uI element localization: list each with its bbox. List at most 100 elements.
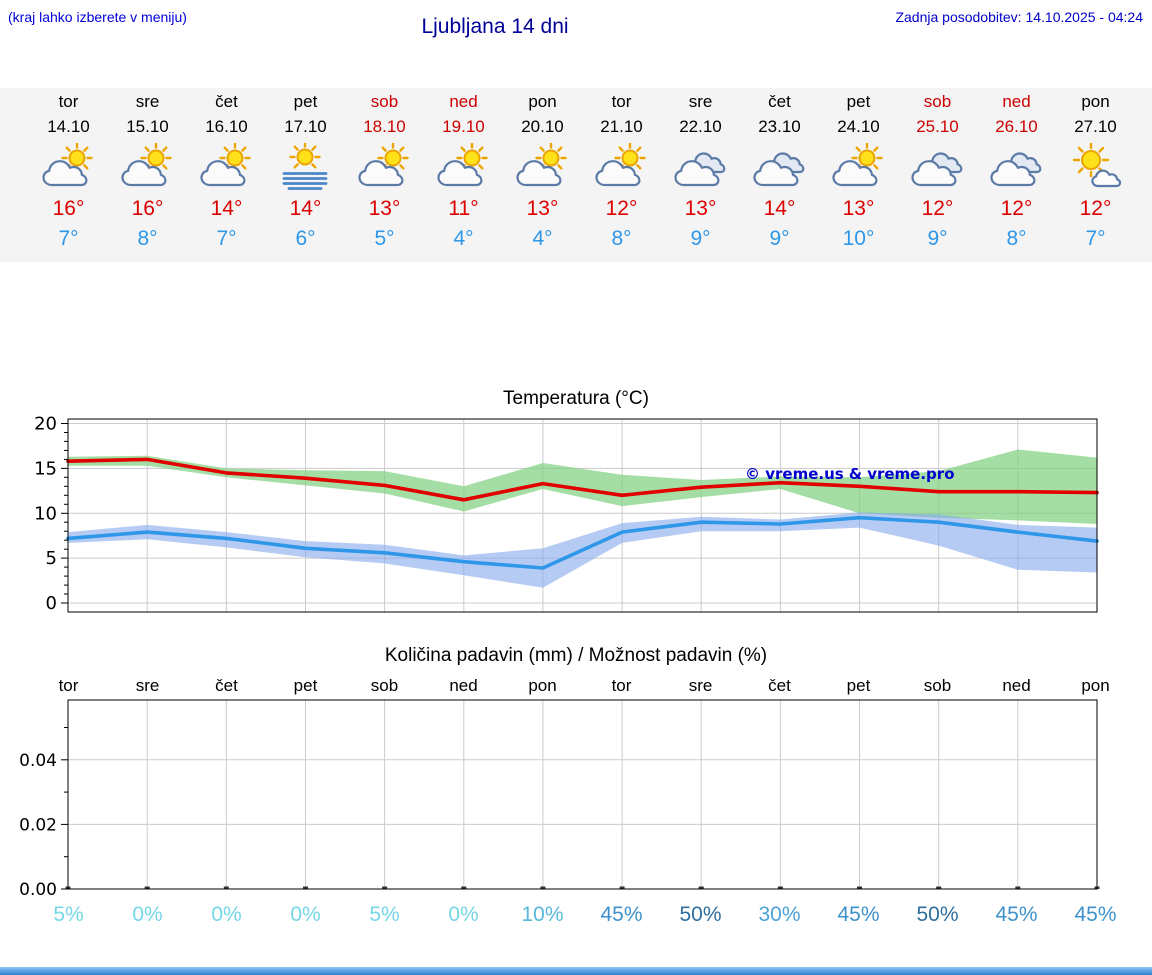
precip-y-tick-label: 0.04 (19, 751, 57, 771)
day-name: sre (135, 92, 160, 111)
day-low-temp: 7° (1085, 227, 1106, 250)
day-high-temp: 16° (52, 197, 85, 220)
day-high-temp: 12° (605, 197, 638, 220)
forecast-day[interactable]: pet 17.10 14° 6° (266, 88, 345, 262)
temperature-chart: 0 5 10 15 20 © vreme.us & vreme.pro (0, 414, 1152, 626)
precip-day-label: pon (528, 676, 557, 695)
forecast-day[interactable]: sob 18.10 13° 5° (345, 88, 424, 262)
forecast-day[interactable]: pet 24.10 13° 10° (819, 88, 898, 262)
forecast-day[interactable]: pon 27.10 12° 7° (1056, 88, 1135, 262)
partly-cloudy-icon (356, 142, 414, 191)
day-name: pet (293, 92, 318, 111)
day-date: 25.10 (916, 117, 959, 136)
forecast-day[interactable]: čet 16.10 14° 7° (187, 88, 266, 262)
partly-cloudy-icon (593, 142, 651, 191)
precipitation-chart-title: Količina padavin (mm) / Možnost padavin … (384, 645, 768, 666)
precip-percent-label: 0% (132, 903, 163, 926)
partly-cloudy-icon (830, 142, 888, 191)
temperature-plot: 0 5 10 15 20 © vreme.us & vreme.pro (34, 414, 1099, 614)
day-name: čet (768, 92, 791, 111)
last-update-text: Zadnja posodobitev: 14.10.2025 - 04:24 (895, 9, 1143, 25)
temp-y-tick-label: 10 (34, 503, 57, 524)
day-high-temp: 13° (684, 197, 717, 220)
day-name: čet (215, 92, 238, 111)
day-low-temp: 8° (137, 227, 158, 250)
day-name: sob (923, 92, 952, 111)
day-high-temp: 12° (921, 197, 954, 220)
day-name: sre (688, 92, 713, 111)
day-date: 26.10 (995, 117, 1038, 136)
day-low-temp: 8° (611, 227, 632, 250)
temp-y-tick-label: 0 (46, 593, 57, 614)
min-temperature-line (66, 515, 1099, 570)
forecast-day[interactable]: ned 26.10 12° 8° (977, 88, 1056, 262)
day-low-temp: 4° (453, 227, 474, 250)
precip-percent-label: 45% (600, 903, 643, 926)
cloudy-icon (751, 143, 809, 191)
fog-icon (277, 142, 335, 191)
day-date: 16.10 (205, 117, 248, 136)
precip-day-label: tor (58, 676, 79, 695)
precip-zero-mark (777, 886, 783, 889)
temp-y-tick-label: 20 (34, 415, 57, 435)
partly-cloudy-icon (198, 142, 256, 191)
forecast-day[interactable]: sre 22.10 13° 9° (661, 88, 740, 262)
precip-day-label: čet (215, 676, 238, 695)
precip-percent-label: 5% (53, 903, 84, 926)
forecast-day[interactable]: pon 20.10 13° 4° (503, 88, 582, 262)
precip-day-label: sre (688, 676, 713, 695)
precip-day-label: pet (846, 676, 871, 695)
day-date: 19.10 (442, 117, 485, 136)
precip-day-label: pet (293, 676, 318, 695)
precip-percent-label: 0% (448, 903, 479, 926)
day-low-temp: 6° (295, 227, 316, 250)
forecast-day[interactable]: sre 15.10 16° 8° (108, 88, 187, 262)
day-low-temp: 10° (842, 227, 875, 250)
forecast-strip: tor 14.10 16° 7° sre 15.10 16° 8° čet 16… (0, 88, 1152, 262)
day-date: 22.10 (679, 117, 722, 136)
mostly-sunny-icon (1067, 142, 1125, 191)
day-name: pet (846, 92, 871, 111)
precip-y-tick-label: 0.00 (19, 880, 57, 900)
forecast-day[interactable]: tor 14.10 16° 7° (29, 88, 108, 262)
precip-zero-mark (382, 886, 388, 889)
precip-day-labels: tor sre čet pet sob ned pon tor sre čet pet sob ned p… (0, 676, 1152, 696)
forecast-day[interactable]: ned 19.10 11° 4° (424, 88, 503, 262)
day-high-temp: 13° (368, 197, 401, 220)
day-date: 23.10 (758, 117, 801, 136)
day-high-temp: 14° (210, 197, 243, 220)
day-high-temp: 11° (448, 197, 479, 220)
day-high-temp: 13° (526, 197, 559, 220)
precip-percent-label: 45% (1074, 903, 1117, 926)
forecast-day[interactable]: sob 25.10 12° 9° (898, 88, 977, 262)
day-date: 21.10 (600, 117, 643, 136)
precip-zero-mark (540, 886, 546, 889)
day-low-temp: 5° (374, 227, 395, 250)
precip-day-label: sre (135, 676, 160, 695)
day-high-temp: 14° (289, 197, 322, 220)
day-name: ned (1002, 92, 1031, 111)
day-name: pon (528, 92, 557, 111)
precip-percent-label: 45% (995, 903, 1038, 926)
day-high-temp: 13° (842, 197, 875, 220)
bottom-menu-bar (0, 967, 1152, 975)
day-name: sob (370, 92, 399, 111)
temp-y-tick-label: 5 (46, 548, 57, 569)
precip-zero-mark (223, 886, 229, 889)
precip-zero-mark (461, 886, 467, 889)
max-temperature-band (68, 449, 1097, 524)
partly-cloudy-icon (119, 142, 177, 191)
day-low-temp: 8° (1006, 227, 1027, 250)
cloudy-icon (672, 143, 730, 191)
precip-day-label: čet (768, 676, 791, 695)
forecast-day[interactable]: tor 21.10 12° 8° (582, 88, 661, 262)
precip-percent-label: 5% (369, 903, 400, 926)
precip-percent-label: 50% (679, 903, 722, 926)
forecast-day[interactable]: čet 23.10 14° 9° (740, 88, 819, 262)
day-low-temp: 4° (532, 227, 553, 250)
precip-percent-label: 30% (758, 903, 801, 926)
day-low-temp: 7° (216, 227, 237, 250)
precip-percent-label: 0% (211, 903, 242, 926)
precip-zero-mark (857, 886, 862, 889)
